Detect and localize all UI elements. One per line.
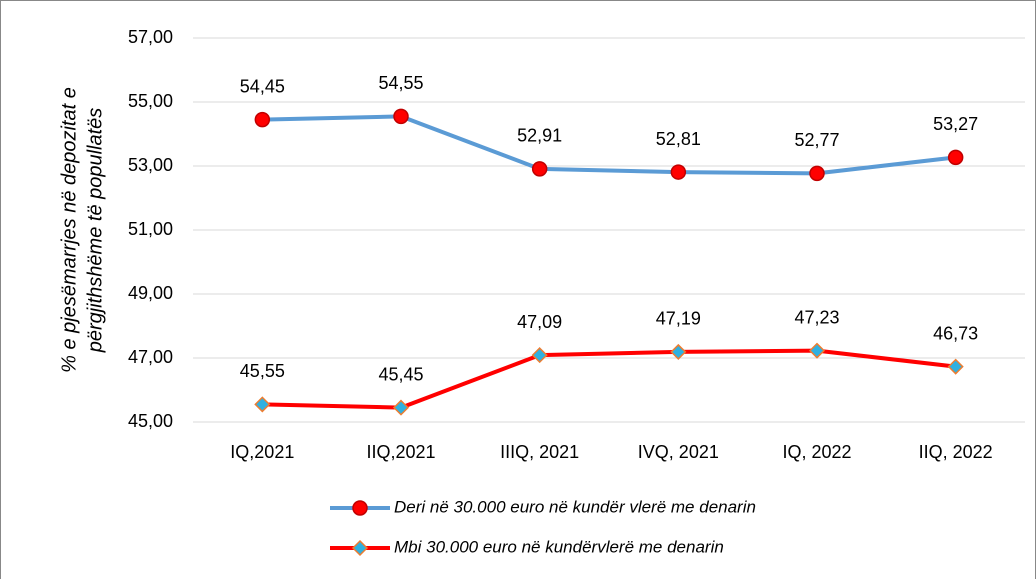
data-point: [393, 108, 409, 125]
x-tick-label: IIQ, 2022: [919, 442, 993, 462]
y-tick-label: 57,00: [128, 27, 173, 47]
data-label: 54,55: [378, 73, 423, 93]
legend-label: Deri në 30.000 euro në kundër vlerë me d…: [394, 497, 756, 516]
data-label: 46,73: [933, 323, 978, 343]
data-point: [531, 161, 548, 177]
x-tick-label: IQ,2021: [230, 442, 294, 462]
legend-label: Mbi 30.000 euro në kundërvlerë me denari…: [394, 537, 724, 556]
x-tick-label: IIQ,2021: [366, 442, 435, 462]
x-tick-label: IQ, 2022: [782, 442, 851, 462]
data-label: 47,09: [517, 312, 562, 332]
data-point: [531, 347, 548, 364]
data-point: [809, 165, 825, 182]
y-tick-label: 45,00: [128, 411, 173, 431]
data-point: [254, 111, 271, 128]
data-label: 52,81: [656, 129, 701, 149]
legend-marker: [352, 500, 368, 516]
y-tick-label: 53,00: [128, 155, 173, 175]
data-label: 53,27: [933, 114, 978, 134]
data-point: [254, 396, 271, 413]
y-tick-label: 47,00: [128, 347, 173, 367]
data-point: [947, 358, 964, 375]
data-point: [392, 399, 410, 416]
y-axis-label: përgjithshëme të popullatës: [84, 108, 106, 354]
data-label: 47,23: [794, 307, 839, 327]
y-axis-label: % e pjesëmarrjes në depozitat e: [58, 87, 80, 373]
data-label: 54,45: [240, 76, 285, 96]
x-tick-label: IIIQ, 2021: [500, 442, 579, 462]
data-label: 52,77: [794, 130, 839, 150]
series-line: [262, 348, 956, 410]
data-point: [947, 149, 964, 166]
data-label: 52,91: [517, 126, 562, 146]
legend-marker: [351, 539, 369, 557]
data-point: [670, 343, 687, 360]
data-point: [808, 342, 826, 359]
y-tick-label: 51,00: [128, 219, 173, 239]
y-tick-label: 49,00: [128, 283, 173, 303]
data-label: 47,19: [656, 309, 701, 329]
x-tick-label: IVQ, 2021: [638, 442, 719, 462]
data-point: [670, 164, 687, 180]
series-line: [262, 114, 956, 176]
y-tick-label: 55,00: [128, 91, 173, 111]
data-label: 45,55: [240, 361, 285, 381]
data-label: 45,45: [378, 364, 423, 384]
